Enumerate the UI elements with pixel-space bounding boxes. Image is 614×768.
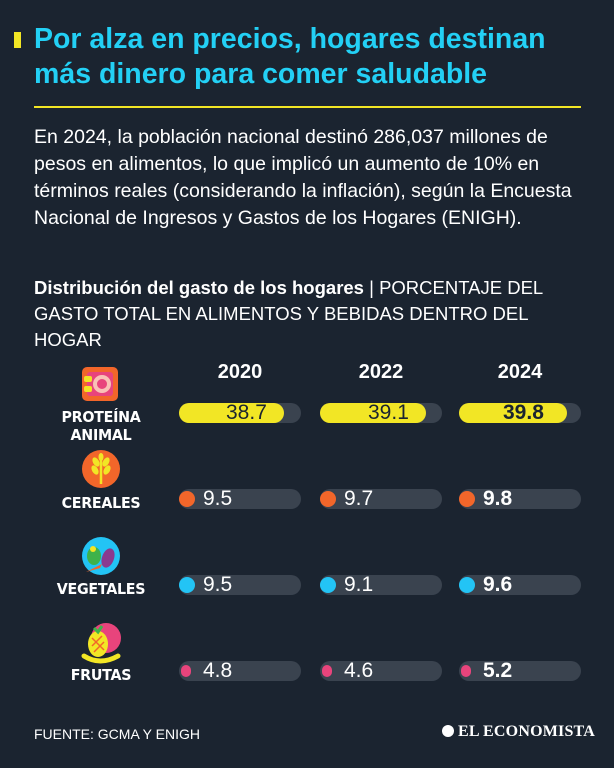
- value-marker: [461, 665, 471, 677]
- value-label: 38.7: [226, 401, 267, 424]
- value-label: 4.8: [203, 659, 233, 682]
- value-label: 5.2: [483, 659, 513, 682]
- intro-paragraph: En 2024, la población nacional destinó 2…: [34, 126, 572, 229]
- wheat-icon: [82, 450, 120, 488]
- chart-unit: PORCENTAJE DEL GASTO TOTAL EN ALIMENTOS …: [34, 277, 543, 350]
- value-label: 9.5: [203, 487, 233, 510]
- category-label: FRUTAS: [70, 666, 132, 684]
- publisher-logo: EL ECONOMISTA: [442, 723, 595, 741]
- source-note: FUENTE: GCMA Y ENIGH: [34, 726, 200, 742]
- vegetables-icon: [82, 537, 120, 575]
- value-track: 9.6: [459, 573, 581, 596]
- value-track: 4.6: [320, 659, 442, 682]
- chart-subtitle: Distribución del gasto de los hogares | …: [34, 275, 594, 353]
- value-track: 9.5: [179, 487, 301, 510]
- value-marker: [459, 491, 475, 507]
- value-track: 9.1: [320, 573, 442, 596]
- category-label: VEGETALES: [56, 580, 146, 598]
- chart-title: Distribución del gasto de los hogares: [34, 277, 364, 298]
- value-marker: [320, 491, 336, 507]
- category-label: CEREALES: [61, 494, 141, 512]
- value-marker: [181, 665, 191, 677]
- value-marker: [320, 577, 336, 593]
- year-header-2022: 2022: [358, 361, 404, 383]
- value-track: 9.7: [320, 487, 442, 510]
- value-label: 9.7: [344, 487, 374, 510]
- value-label: 4.6: [344, 659, 374, 682]
- logo-text: EL ECONOMISTA: [458, 723, 595, 740]
- year-header-2020: 2020: [217, 361, 263, 383]
- value-track: 39.1: [320, 401, 442, 424]
- value-track: 39.8: [459, 401, 581, 424]
- fruits-icon: [81, 623, 121, 664]
- value-track: 38.7: [179, 401, 301, 424]
- value-bar: [320, 403, 426, 423]
- value-label: 39.8: [503, 401, 544, 424]
- subtitle-separator: |: [363, 277, 380, 298]
- logo-mark-icon: [442, 725, 454, 737]
- value-bar: [459, 403, 567, 423]
- value-marker: [179, 577, 195, 593]
- value-label: 9.5: [203, 573, 233, 596]
- title-divider: [34, 106, 581, 108]
- value-track: 9.5: [179, 573, 301, 596]
- value-marker: [459, 577, 475, 593]
- value-label: 9.1: [344, 573, 374, 596]
- category-label: PROTEÍNA ANIMAL: [61, 408, 141, 444]
- value-label: 39.1: [368, 401, 409, 424]
- meat-icon: [82, 367, 118, 401]
- value-label: 9.6: [483, 573, 513, 596]
- value-label: 9.8: [483, 487, 513, 510]
- title-accent-bar: [14, 32, 21, 48]
- value-bar: [179, 403, 284, 423]
- value-track: 9.8: [459, 487, 581, 510]
- page-title: Por alza en precios, hogares destinan má…: [34, 23, 546, 90]
- value-marker: [322, 665, 332, 677]
- value-marker: [179, 491, 195, 507]
- value-track: 5.2: [459, 659, 581, 682]
- value-track: 4.8: [179, 659, 301, 682]
- year-header-2024: 2024: [497, 361, 543, 383]
